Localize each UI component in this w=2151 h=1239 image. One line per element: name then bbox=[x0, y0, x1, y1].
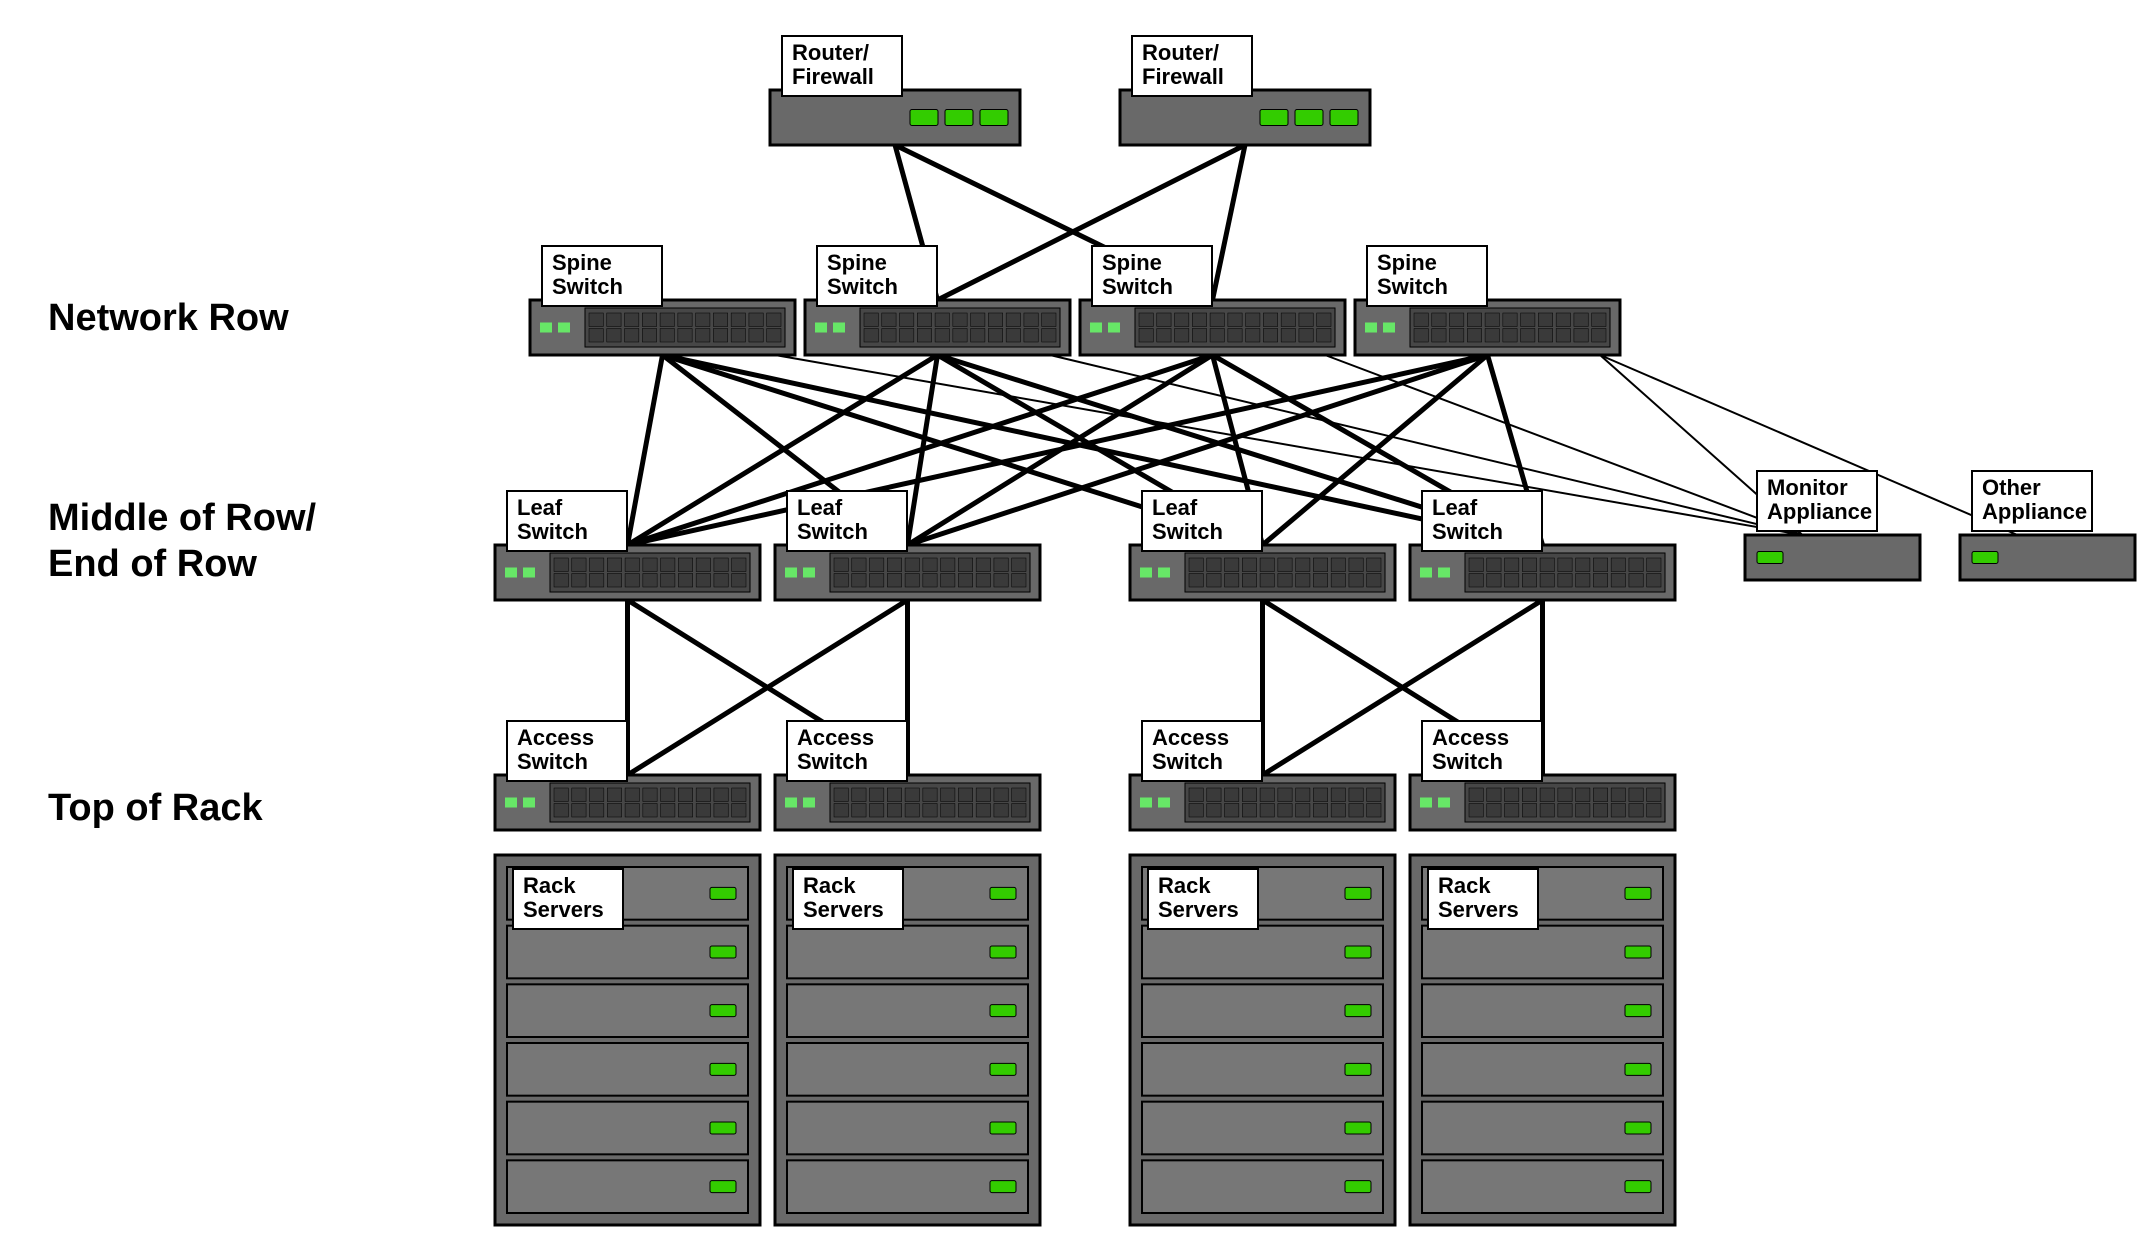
appliance-label: OtherAppliance bbox=[1972, 471, 2092, 531]
spine-switch-device bbox=[1080, 300, 1345, 355]
edge bbox=[1213, 145, 1246, 300]
spine-switch-label: SpineSwitch bbox=[1092, 246, 1212, 306]
leaf-switch-label-text: Switch bbox=[1152, 519, 1223, 544]
rack-label: RackServers bbox=[1148, 869, 1258, 929]
access-switch-label-text: Switch bbox=[797, 749, 868, 774]
leaf-switch-label: LeafSwitch bbox=[787, 491, 907, 551]
spine-switch-label-text: Switch bbox=[1102, 274, 1173, 299]
svg-text:Rack: Rack bbox=[803, 873, 856, 898]
leaf-switch-label-text: Leaf bbox=[797, 495, 843, 520]
access-switch-device bbox=[775, 775, 1040, 830]
access-switch-label-text: Access bbox=[1152, 725, 1229, 750]
access-switch-label: AccessSwitch bbox=[1422, 721, 1542, 781]
spine-switch-label: SpineSwitch bbox=[1367, 246, 1487, 306]
access-switch-label-text: Access bbox=[1432, 725, 1509, 750]
access-switch-label-text: Switch bbox=[1432, 749, 1503, 774]
access-switch-device bbox=[495, 775, 760, 830]
row-labels-layer: Network Row Middle of Row/End of Row Top o… bbox=[48, 297, 317, 829]
router-label-text: Router/ bbox=[1142, 40, 1219, 65]
access-switch-label-text: Switch bbox=[517, 749, 588, 774]
appliance-label: MonitorAppliance bbox=[1757, 471, 1877, 531]
appliance-label-text: Monitor bbox=[1767, 475, 1848, 500]
spine-switch-label-text: Switch bbox=[827, 274, 898, 299]
router-device bbox=[1120, 90, 1370, 145]
spine-switch-device bbox=[805, 300, 1070, 355]
access-switch-label: AccessSwitch bbox=[787, 721, 907, 781]
leaf-switch-label-text: Switch bbox=[1432, 519, 1503, 544]
row-network: Network Row bbox=[48, 297, 289, 339]
svg-text:Servers: Servers bbox=[1158, 897, 1239, 922]
router-label-text: Router/ bbox=[792, 40, 869, 65]
access-switch-device bbox=[1130, 775, 1395, 830]
leaf-switch-device bbox=[775, 545, 1040, 600]
spine-switch-device bbox=[530, 300, 795, 355]
network-topology-diagram: Router/FirewallRouter/FirewallSpineSwitc… bbox=[0, 0, 2151, 1239]
leaf-switch-label-text: Switch bbox=[517, 519, 588, 544]
edge bbox=[1325, 355, 1803, 535]
access-switch-label-text: Switch bbox=[1152, 749, 1223, 774]
spine-switch-label-text: Switch bbox=[552, 274, 623, 299]
appliance-device bbox=[1960, 535, 2135, 580]
svg-text:Rack: Rack bbox=[523, 873, 576, 898]
spine-switch-device bbox=[1355, 300, 1620, 355]
spine-switch-label-text: Spine bbox=[827, 250, 887, 275]
spine-switch-label-text: Switch bbox=[1377, 274, 1448, 299]
spine-switch-label-text: Spine bbox=[1377, 250, 1437, 275]
rack-label: RackServers bbox=[793, 869, 903, 929]
appliance-label-text: Appliance bbox=[1767, 499, 1872, 524]
leaf-switch-label: LeafSwitch bbox=[1422, 491, 1542, 551]
router-device bbox=[770, 90, 1020, 145]
access-switch-label-text: Access bbox=[517, 725, 594, 750]
spine-switch-label-text: Spine bbox=[1102, 250, 1162, 275]
access-switch-label: AccessSwitch bbox=[507, 721, 627, 781]
row-middle: Middle of Row/ bbox=[48, 497, 317, 539]
router-label-text: Firewall bbox=[1142, 64, 1224, 89]
svg-text:Rack: Rack bbox=[1438, 873, 1491, 898]
appliance-label-text: Other bbox=[1982, 475, 2041, 500]
spine-switch-label-text: Spine bbox=[552, 250, 612, 275]
leaf-switch-label-text: Leaf bbox=[1432, 495, 1478, 520]
edges-layer bbox=[628, 145, 2018, 775]
edge bbox=[628, 355, 1213, 545]
router-label: Router/Firewall bbox=[1132, 36, 1252, 96]
rack-label: RackServers bbox=[1428, 869, 1538, 929]
appliance-label-text: Appliance bbox=[1982, 499, 2087, 524]
leaf-switch-label-text: Leaf bbox=[517, 495, 563, 520]
leaf-switch-label: LeafSwitch bbox=[507, 491, 627, 551]
svg-text:Servers: Servers bbox=[1438, 897, 1519, 922]
access-switch-device bbox=[1410, 775, 1675, 830]
leaf-switch-device bbox=[1410, 545, 1675, 600]
spine-switch-label: SpineSwitch bbox=[817, 246, 937, 306]
router-label-text: Firewall bbox=[792, 64, 874, 89]
row-middle: End of Row bbox=[48, 543, 257, 585]
svg-text:Rack: Rack bbox=[1158, 873, 1211, 898]
rack-label: RackServers bbox=[513, 869, 623, 929]
leaf-switch-label-text: Leaf bbox=[1152, 495, 1198, 520]
access-switch-label-text: Access bbox=[797, 725, 874, 750]
leaf-switch-device bbox=[1130, 545, 1395, 600]
leaf-switch-label-text: Switch bbox=[797, 519, 868, 544]
access-switch-label: AccessSwitch bbox=[1142, 721, 1262, 781]
row-tor: Top of Rack bbox=[48, 787, 264, 829]
spine-switch-label: SpineSwitch bbox=[542, 246, 662, 306]
appliance-device bbox=[1745, 535, 1920, 580]
svg-text:Servers: Servers bbox=[523, 897, 604, 922]
leaf-switch-label: LeafSwitch bbox=[1142, 491, 1262, 551]
edge bbox=[628, 355, 663, 545]
svg-text:Servers: Servers bbox=[803, 897, 884, 922]
leaf-switch-device bbox=[495, 545, 760, 600]
router-label: Router/Firewall bbox=[782, 36, 902, 96]
devices-layer bbox=[495, 90, 2135, 1225]
